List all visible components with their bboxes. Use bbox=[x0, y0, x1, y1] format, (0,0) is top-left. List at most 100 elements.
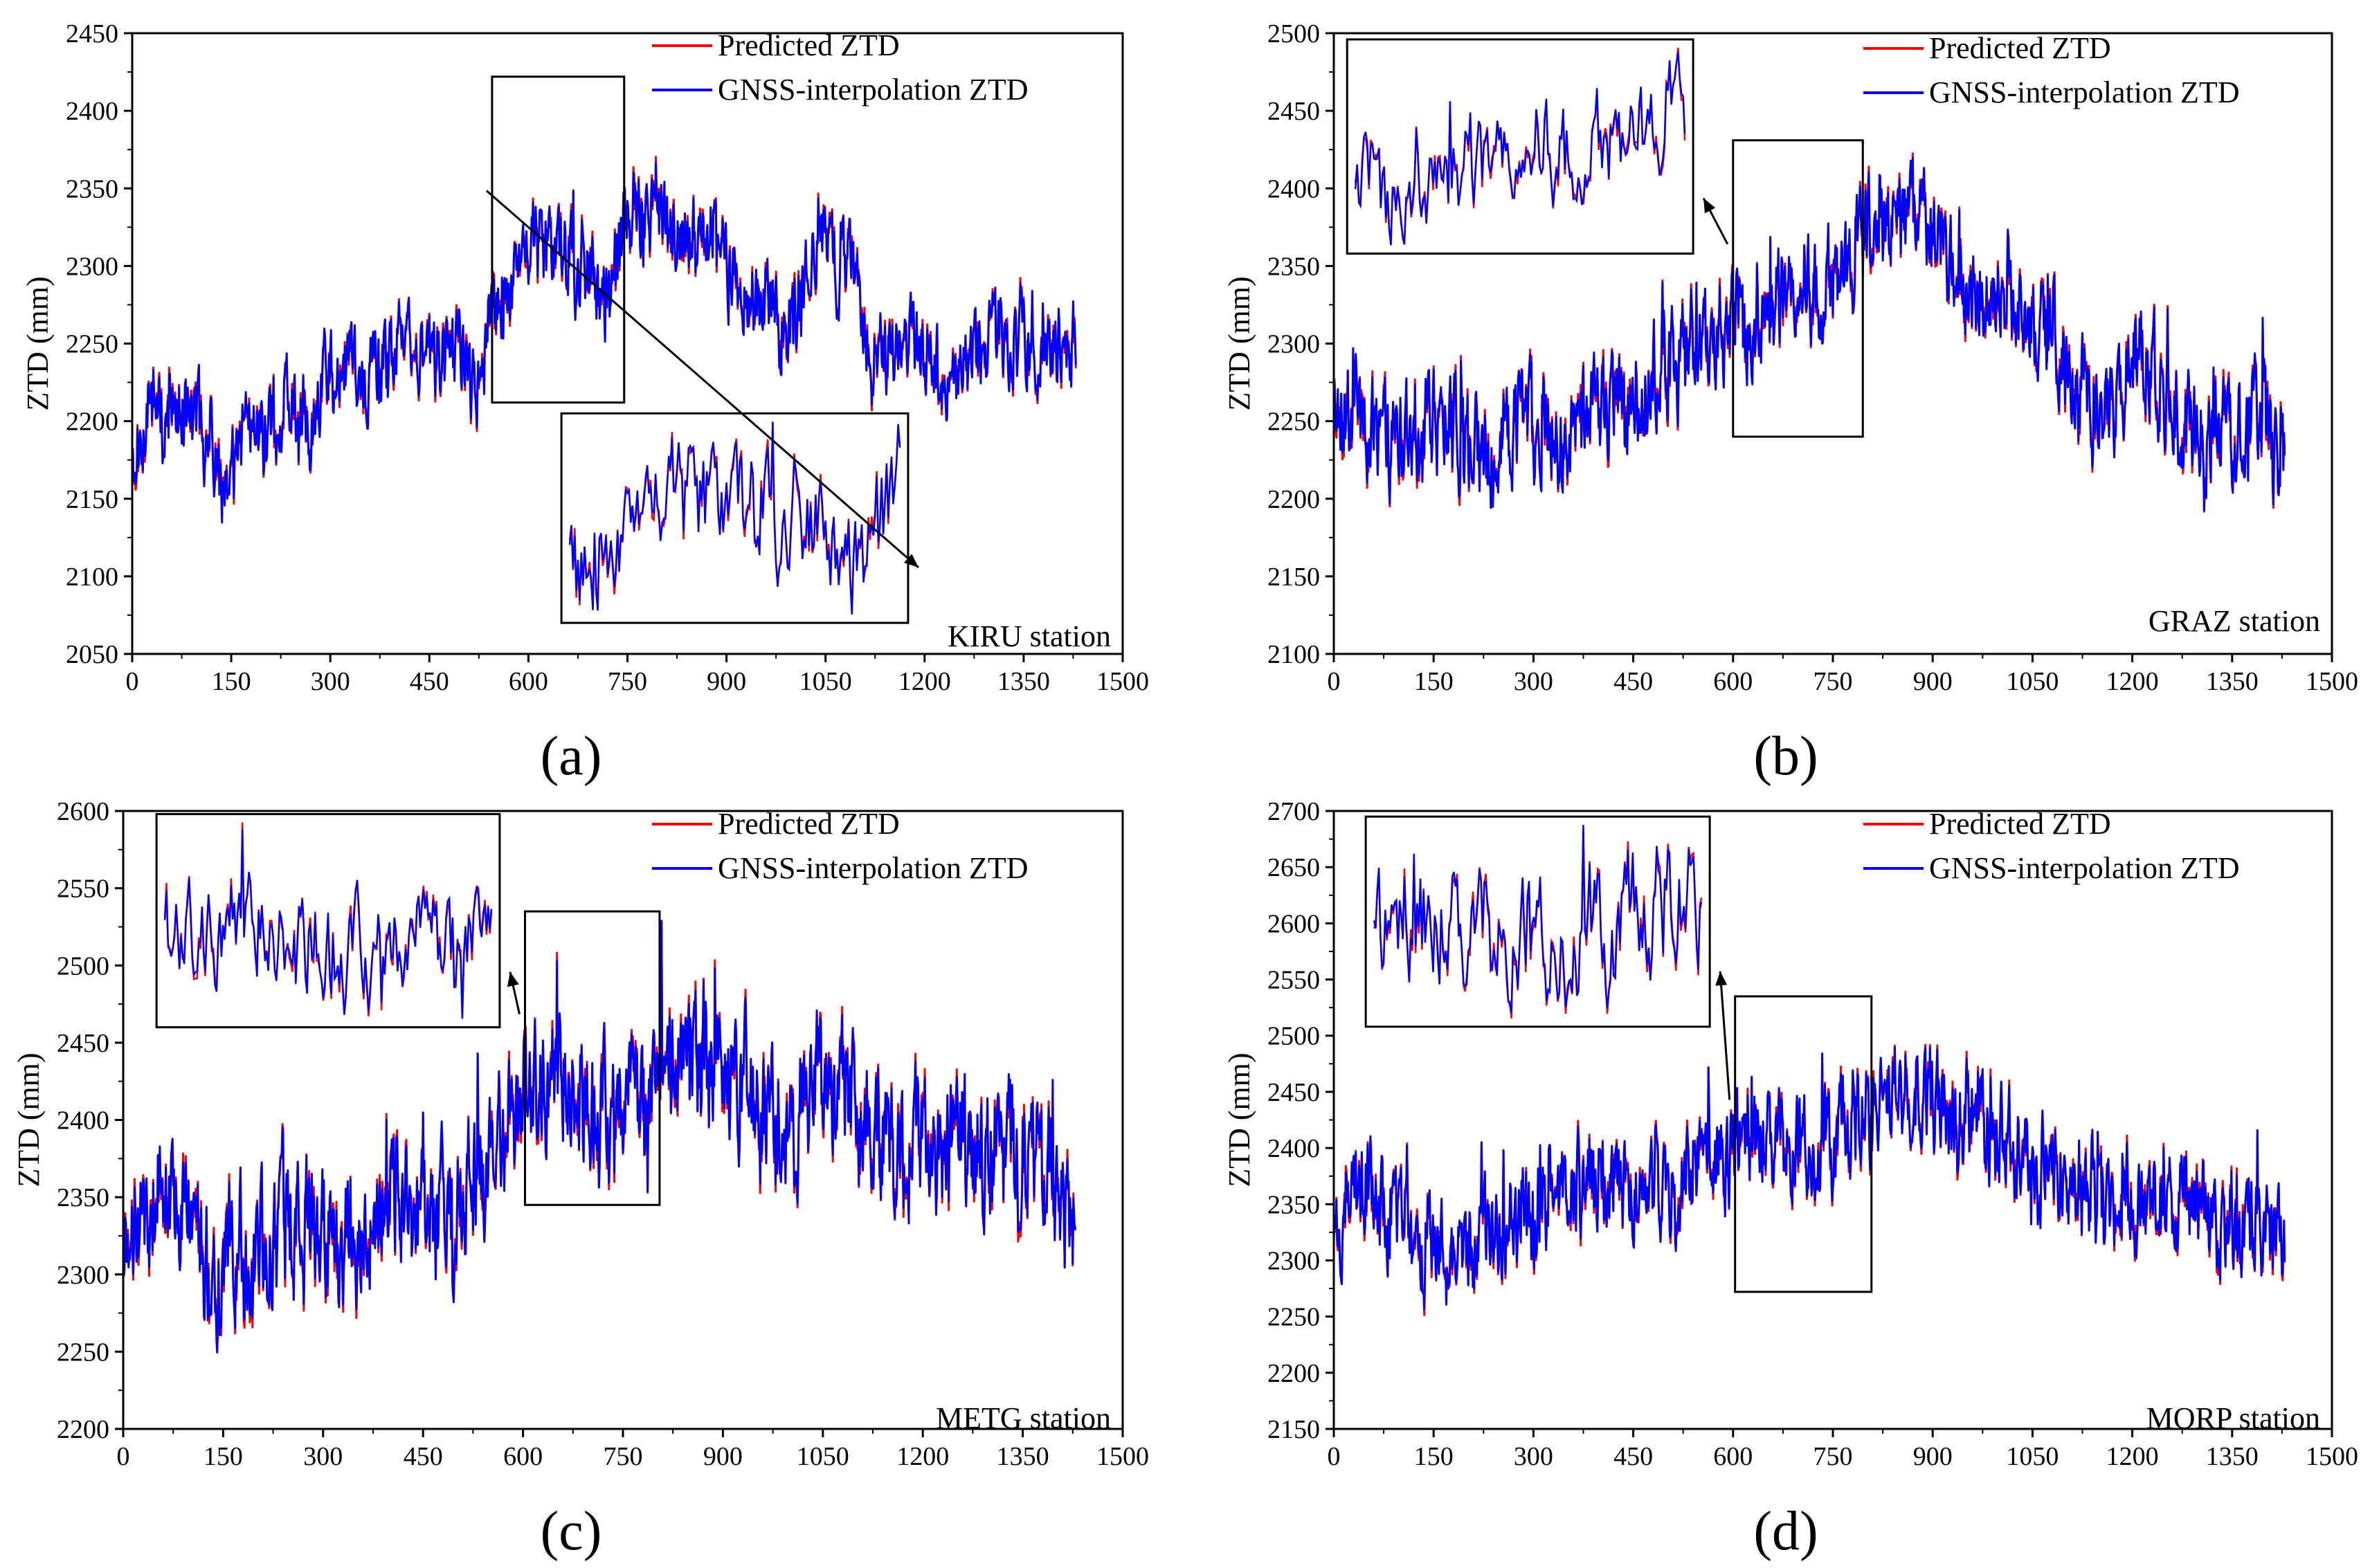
x-tick-label: 750 bbox=[1813, 1442, 1853, 1471]
x-tick-label: 150 bbox=[212, 667, 251, 696]
y-tick-label: 2500 bbox=[1267, 1022, 1320, 1051]
y-axis-label: ZTD (mm) bbox=[12, 1052, 46, 1187]
zoom-box bbox=[1734, 995, 1873, 1293]
x-tick-label: 900 bbox=[1913, 667, 1953, 696]
x-tick-label: 300 bbox=[311, 667, 350, 696]
y-axis-label: ZTD (mm) bbox=[1222, 276, 1256, 410]
x-tick-label: 1050 bbox=[797, 1442, 849, 1471]
x-tick-label: 750 bbox=[604, 1442, 643, 1471]
y-tick-label: 2050 bbox=[66, 640, 118, 669]
x-tick-label: 900 bbox=[707, 667, 746, 696]
x-tick-label: 600 bbox=[1713, 667, 1753, 696]
x-tick-label: 300 bbox=[303, 1442, 343, 1471]
chart-panel-1: 0 150 300 450 600 750 900 1050 1200 1350 1500 2050 2… bbox=[21, 19, 1149, 787]
y-tick-label: 2350 bbox=[57, 1183, 109, 1212]
x-tick-label: 1500 bbox=[1096, 667, 1149, 696]
x-tick-label: 1350 bbox=[2206, 667, 2259, 696]
y-tick-label: 2350 bbox=[1267, 1190, 1320, 1219]
y-tick-label: 2200 bbox=[57, 1415, 109, 1444]
legend-label-gnss: GNSS-interpolation ZTD bbox=[1929, 75, 2240, 109]
y-axis-label: ZTD (mm) bbox=[21, 276, 55, 410]
y-tick-label: 2150 bbox=[66, 485, 118, 514]
legend-label-predicted: Predicted ZTD bbox=[1929, 31, 2111, 65]
panel-label: (c) bbox=[541, 1501, 602, 1562]
x-tick-label: 450 bbox=[1613, 667, 1653, 696]
y-tick-label: 2400 bbox=[1267, 1134, 1320, 1163]
x-tick-label: 1350 bbox=[997, 667, 1050, 696]
y-tick-label: 2500 bbox=[57, 951, 109, 981]
zoom-arrow-head bbox=[1715, 971, 1728, 986]
x-tick-label: 600 bbox=[1713, 1442, 1753, 1471]
x-tick-label: 450 bbox=[410, 667, 449, 696]
zoom-arrow-line bbox=[1719, 971, 1731, 1100]
legend-label-gnss: GNSS-interpolation ZTD bbox=[718, 73, 1029, 107]
y-tick-label: 2350 bbox=[66, 174, 118, 203]
x-tick-label: 1500 bbox=[2306, 667, 2358, 696]
gnss-ztd-line bbox=[1334, 156, 2286, 511]
station-label: METG station bbox=[936, 1401, 1111, 1435]
inset-gnss-line bbox=[1373, 825, 1703, 1014]
y-tick-label: 2200 bbox=[66, 408, 118, 437]
zoom-box bbox=[523, 910, 661, 1206]
y-tick-label: 2450 bbox=[1267, 1078, 1320, 1107]
y-tick-label: 2400 bbox=[1267, 174, 1320, 203]
chart-panel-2: 0 150 300 450 600 750 900 1050 1200 1350 1500 2100 2… bbox=[1222, 19, 2358, 787]
y-tick-label: 2100 bbox=[66, 563, 118, 592]
x-tick-label: 300 bbox=[1514, 667, 1553, 696]
x-tick-label: 0 bbox=[126, 667, 139, 696]
legend-label-predicted: Predicted ZTD bbox=[1929, 807, 2111, 841]
y-tick-label: 2350 bbox=[1267, 252, 1320, 281]
y-tick-label: 2300 bbox=[57, 1261, 109, 1290]
x-tick-label: 1050 bbox=[2006, 1442, 2059, 1471]
x-tick-label: 150 bbox=[203, 1442, 243, 1471]
y-tick-label: 2400 bbox=[66, 97, 118, 126]
y-tick-label: 2700 bbox=[1267, 797, 1320, 826]
legend-label-gnss: GNSS-interpolation ZTD bbox=[718, 851, 1029, 885]
x-tick-label: 750 bbox=[1813, 667, 1853, 696]
panel-label: (a) bbox=[541, 726, 602, 787]
panel-label: (d) bbox=[1753, 1501, 1818, 1562]
gnss-ztd-line bbox=[123, 920, 1077, 1353]
y-tick-label: 2500 bbox=[1267, 19, 1320, 48]
inset-gnss-line bbox=[163, 829, 493, 1019]
y-tick-label: 2600 bbox=[1267, 909, 1320, 938]
y-tick-label: 2600 bbox=[57, 797, 109, 826]
x-tick-label: 150 bbox=[1414, 667, 1454, 696]
chart-panel-3: 0 150 300 450 600 750 900 1050 1200 1350 1500 2200 2… bbox=[12, 797, 1149, 1562]
zoom-arrow-line bbox=[485, 190, 919, 569]
x-tick-label: 600 bbox=[509, 667, 548, 696]
x-tick-label: 0 bbox=[1328, 667, 1341, 696]
y-tick-label: 2450 bbox=[1267, 97, 1320, 126]
x-tick-label: 450 bbox=[1613, 1442, 1653, 1471]
inset-gnss-line bbox=[1354, 52, 1686, 246]
station-label: GRAZ station bbox=[2149, 604, 2320, 638]
x-tick-label: 750 bbox=[608, 667, 647, 696]
y-tick-label: 2250 bbox=[57, 1338, 109, 1367]
inset-box bbox=[1346, 38, 1694, 255]
x-tick-label: 1050 bbox=[799, 667, 852, 696]
x-tick-label: 1200 bbox=[2106, 1442, 2159, 1471]
y-tick-label: 2300 bbox=[66, 252, 118, 281]
panel-label: (b) bbox=[1753, 726, 1818, 787]
x-tick-label: 1350 bbox=[997, 1442, 1049, 1471]
x-tick-label: 1200 bbox=[896, 1442, 949, 1471]
legend-label-predicted: Predicted ZTD bbox=[718, 807, 900, 841]
x-tick-label: 1200 bbox=[898, 667, 951, 696]
y-tick-label: 2250 bbox=[66, 330, 118, 359]
y-tick-label: 2650 bbox=[1267, 853, 1320, 882]
x-tick-label: 0 bbox=[117, 1442, 130, 1471]
legend-label-gnss: GNSS-interpolation ZTD bbox=[1929, 851, 2240, 885]
y-tick-label: 2300 bbox=[1267, 1246, 1320, 1275]
zoom-arrow-head bbox=[507, 972, 519, 987]
y-tick-label: 2300 bbox=[1267, 330, 1320, 359]
legend-label-predicted: Predicted ZTD bbox=[718, 28, 900, 62]
x-tick-label: 900 bbox=[703, 1442, 743, 1471]
zoom-box bbox=[1732, 139, 1864, 438]
x-tick-label: 900 bbox=[1913, 1442, 1953, 1471]
x-tick-label: 300 bbox=[1514, 1442, 1553, 1471]
x-tick-label: 1500 bbox=[1096, 1442, 1149, 1471]
y-tick-label: 2550 bbox=[1267, 966, 1320, 995]
x-tick-label: 1500 bbox=[2306, 1442, 2358, 1471]
x-tick-label: 1200 bbox=[2106, 667, 2159, 696]
